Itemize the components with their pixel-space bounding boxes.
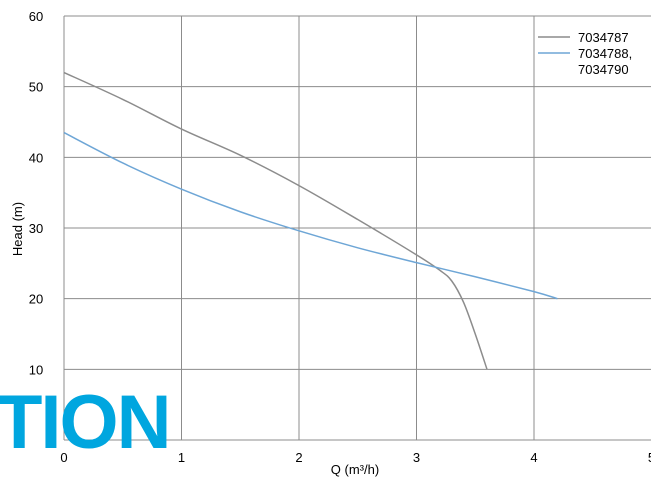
legend-label-2: 7034790 — [578, 62, 629, 77]
y-tick-label: 40 — [29, 150, 43, 165]
y-tick-label: 30 — [29, 221, 43, 236]
x-axis-label: Q (m³/h) — [331, 462, 379, 477]
x-tick-label: 1 — [178, 450, 185, 465]
x-tick-labels: 0 1 2 3 4 5 — [60, 450, 651, 465]
y-axis-label: Head (m) — [10, 202, 25, 256]
legend-label-1: 7034787 — [578, 30, 629, 45]
y-tick-label: 20 — [29, 292, 43, 307]
x-tick-label: 2 — [295, 450, 302, 465]
series-line-2 — [63, 131, 558, 300]
series-lines — [63, 71, 558, 370]
x-tick-label: 0 — [60, 450, 67, 465]
x-tick-label: 5 — [648, 450, 651, 465]
watermark-text: TION — [0, 380, 170, 465]
y-tick-label: 10 — [29, 362, 43, 377]
y-tick-label: 60 — [29, 9, 43, 24]
series-line-1 — [63, 71, 488, 370]
x-tick-label: 4 — [530, 450, 537, 465]
y-tick-label: 50 — [29, 80, 43, 95]
axes — [63, 16, 651, 441]
x-tick-label: 3 — [413, 450, 420, 465]
y-tick-labels: 10 20 30 40 50 60 — [29, 9, 43, 377]
legend-label-2: 7034788, — [578, 46, 632, 61]
grid-lines — [64, 15, 651, 440]
